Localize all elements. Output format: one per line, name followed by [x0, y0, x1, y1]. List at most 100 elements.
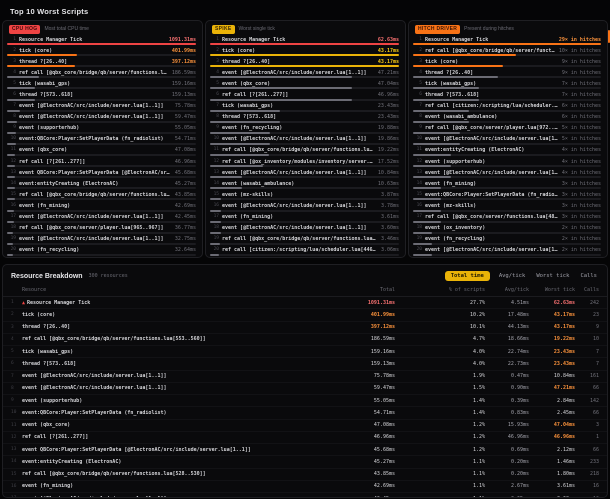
list-item[interactable]: 19 ref call [@qbx_core/bridge/qb/server/f… — [206, 235, 405, 246]
avg-per-tick: 17.48ms — [507, 311, 529, 318]
list-item[interactable]: 5 tick (wasabi_gps) 7× in hitches — [409, 79, 607, 90]
script-name: tick (wasabi_gps) — [19, 80, 71, 87]
list-item[interactable]: 6 ref call [?[261..277]] 46.96ms — [206, 90, 405, 101]
table-row[interactable]: 6 thread ?[573..618] 159.13ms 4.0% 22.73ms 23… — [3, 358, 607, 371]
list-item[interactable]: 7 ref call [citizen:/scripting/lua/schedu… — [409, 102, 607, 113]
list-item[interactable]: 16 event [@ElectronAC/src/include/server.… — [206, 201, 405, 212]
avg-per-tick: 0.20ms — [510, 471, 529, 478]
table-row[interactable]: 14 event:entityCreating (ElectronAC) 45.27… — [3, 456, 607, 469]
col-header-avg-tick[interactable]: Avg/tick — [504, 287, 529, 293]
list-item[interactable]: 7 event [@ElectronAC/src/include/server.l… — [3, 102, 202, 113]
list-item[interactable]: 20 event (fn_recycling) 32.64ms — [3, 246, 202, 257]
list-item[interactable]: 14 event (wasabi_ambulance) 10.63ms — [206, 179, 405, 190]
table-row[interactable]: 7 event [@ElectronAC/src/include/server.l… — [3, 371, 607, 383]
list-item[interactable]: 13 event [@ElectronAC/src/include/server.… — [409, 168, 607, 179]
list-item[interactable]: 6 thread ?[573..618] 159.13ms — [3, 90, 202, 101]
col-header-resource[interactable]: Resource — [22, 287, 47, 293]
list-item[interactable]: 20 ref call [citizen:/scripting/lua/sched… — [206, 246, 405, 257]
col-header-calls[interactable]: Calls — [583, 287, 599, 293]
list-item[interactable]: 19 event (fn_recycling) 2× in hitches — [409, 235, 607, 246]
script-value: 42.69ms — [174, 202, 196, 209]
table-row[interactable]: 16 event (fn_mining) 42.69ms 1.1% 2.67ms 3.61… — [3, 481, 607, 493]
table-row[interactable]: 1 ▲ Resource Manager Tick 1091.31ms 27.7% 4.5… — [3, 297, 607, 310]
list-item[interactable]: 10 event [@ElectronAC/src/include/server.… — [409, 135, 607, 146]
list-item[interactable]: 12 event (supporterhub) 4× in hitches — [409, 157, 607, 168]
list-item[interactable]: 11 ref call [@qbx_core/bridge/qb/server/f… — [206, 146, 405, 157]
list-item[interactable]: 13 event [@ElectronAC/src/include/server.… — [206, 168, 405, 179]
sort-avg-tick-button[interactable]: Avg/tick — [498, 273, 526, 279]
list-item[interactable]: 19 event [@ElectronAC/src/include/server.… — [3, 235, 202, 246]
list-item[interactable]: 9 event (supporterhub) 55.05ms — [3, 124, 202, 135]
list-item[interactable]: 15 event:QBCore:Player:SetPlayerData (fn_… — [409, 190, 607, 201]
list-item[interactable]: 3 thread ?[26..40] 43.17ms — [206, 57, 405, 68]
list-item[interactable]: 6 thread ?[573..618] 7× in hitches — [409, 90, 607, 101]
list-item[interactable]: 2 tick (core) 43.17ms — [206, 46, 405, 57]
list-item[interactable]: 8 event [@ElectronAC/src/include/server.l… — [3, 113, 202, 124]
list-item[interactable]: 9 ref call [@qbx_core/server/player.lua[9… — [409, 124, 607, 135]
list-item[interactable]: 18 event (ox_inventory) 2× in hitches — [409, 224, 607, 235]
table-row[interactable]: 4 ref call [@qbx_core/bridge/qb/server/fu… — [3, 334, 607, 346]
table-row[interactable]: 12 ref call [?[261..277]] 46.96ms 1.2% 46.96… — [3, 432, 607, 444]
list-item[interactable]: 17 event [@ElectronAC/src/include/server.… — [3, 213, 202, 224]
table-row[interactable]: 13 event QBCore:Player:SetPlayerData [@El… — [3, 444, 607, 457]
table-row[interactable]: 10 event:QBCore:Player:SetPlayerData (fn_… — [3, 407, 607, 420]
list-item[interactable]: 2 ref call [@qbx_core/bridge/qb/server/fu… — [409, 46, 607, 57]
list-item[interactable]: 1 Resource Manager Tick 29× in hitches — [409, 35, 607, 46]
col-header-pct-of-scripts[interactable]: % of scripts — [448, 287, 485, 293]
list-item[interactable]: 12 ref call [?[261..277]] 46.96ms — [3, 157, 202, 168]
list-item[interactable]: 11 event (qbx_core) 47.08ms — [3, 146, 202, 157]
worst-tick: 62.63ms — [553, 299, 575, 306]
list-item[interactable]: 1 Resource Manager Tick 1091.31ms — [3, 35, 202, 46]
list-item[interactable]: 3 tick (core) 9× in hitches — [409, 57, 607, 68]
list-item[interactable]: 16 event (fn_mining) 42.69ms — [3, 201, 202, 212]
script-value: 47.21ms — [377, 69, 399, 76]
list-item[interactable]: 5 tick (wasabi_gps) 159.16ms — [3, 79, 202, 90]
rank: 2 — [216, 47, 219, 53]
sort-worst-tick-button[interactable]: Worst tick — [536, 273, 570, 279]
list-item[interactable]: 4 thread ?[26..40] 9× in hitches — [409, 68, 607, 79]
list-item[interactable]: 18 ref call [@qbx_core/server/player.lua[… — [3, 224, 202, 235]
list-item[interactable]: 12 ref call [@ox_inventory/modules/invent… — [206, 157, 405, 168]
list-item[interactable]: 4 ref call [@qbx_core/bridge/qb/server/fu… — [3, 68, 202, 79]
scroll-indicator[interactable] — [608, 30, 610, 43]
table-row[interactable]: 2 tick (core) 401.99ms 10.2% 17.48ms 43.17ms 2… — [3, 309, 607, 322]
list-item[interactable]: 15 event (mz-skills) 3.87ms — [206, 190, 405, 201]
list-item[interactable]: 7 tick (wasabi_gps) 23.43ms — [206, 102, 405, 113]
list-item[interactable]: 10 event:QBCore:Player:SetPlayerData (fn_… — [3, 135, 202, 146]
sort-total-time-button[interactable]: Total time — [444, 271, 490, 281]
list-item[interactable]: 17 event (fn_mining) 3.61ms — [206, 213, 405, 224]
col-header-worst-tick[interactable]: Worst tick — [544, 287, 575, 293]
list-item[interactable]: 17 ref call [@qbx_core/server/functions.l… — [409, 213, 607, 224]
list-item[interactable]: 5 event (qbx_core) 47.04ms — [206, 79, 405, 90]
sort-calls-button[interactable]: Calls — [580, 273, 597, 279]
list-item[interactable]: 4 event [@ElectronAC/src/include/server.l… — [206, 68, 405, 79]
list-item[interactable]: 15 ref call [@qbx_core/bridge/qb/server/f… — [3, 190, 202, 201]
list-item[interactable]: 14 event:entityCreating (ElectronAC) 45.27… — [3, 179, 202, 190]
rank: 11 — [416, 147, 422, 153]
list-item[interactable]: 16 event (mz-skills) 3× in hitches — [409, 201, 607, 212]
value-bar — [7, 253, 196, 256]
list-item[interactable]: 18 event [@ElectronAC/src/include/server.… — [206, 224, 405, 235]
col-header-total[interactable]: Total — [379, 287, 395, 293]
table-row[interactable]: 5 tick (wasabi_gps) 159.16ms 4.0% 22.74ms 23.… — [3, 346, 607, 359]
list-item[interactable]: 3 thread ?[26..40] 397.12ms — [3, 57, 202, 68]
list-item[interactable]: 2 tick (core) 401.99ms — [3, 46, 202, 57]
table-row[interactable]: 8 event [@ElectronAC/src/include/server.l… — [3, 383, 607, 395]
list-item[interactable]: 8 thread ?[573..618] 23.43ms — [206, 113, 405, 124]
table-row[interactable]: 11 event (qbx_core) 47.08ms 1.2% 15.93ms 47.0… — [3, 420, 607, 432]
list-item[interactable]: 8 event (wasabi_ambulance) 6× in hitches — [409, 113, 607, 124]
list-item[interactable]: 14 event (fn_mining) 3× in hitches — [409, 179, 607, 190]
table-row[interactable]: 15 ref call [@qbx_core/bridge/qb/server/f… — [3, 469, 607, 481]
list-item[interactable]: 10 event [@ElectronAC/src/include/server.… — [206, 135, 405, 146]
list-item[interactable]: 20 event [@ElectronAC/src/include/server.… — [409, 246, 607, 257]
list-item[interactable]: 11 event:entityCreating (ElectronAC) 4× in… — [409, 146, 607, 157]
table-row[interactable]: 9 event (supporterhub) 55.05ms 1.4% 0.39ms 2.… — [3, 395, 607, 408]
value-bar — [7, 120, 196, 123]
pct-of-scripts: 4.7% — [472, 336, 485, 343]
list-item[interactable]: 13 event QBCore:Player:SetPlayerData [@El… — [3, 168, 202, 179]
rank: 5 — [11, 349, 14, 355]
table-row[interactable]: 3 thread ?[26..40] 397.12ms 10.1% 44.13ms 43.… — [3, 322, 607, 334]
list-item[interactable]: 9 event (fn_recycling) 19.88ms — [206, 124, 405, 135]
list-item[interactable]: 1 Resource Manager Tick 62.63ms — [206, 35, 405, 46]
